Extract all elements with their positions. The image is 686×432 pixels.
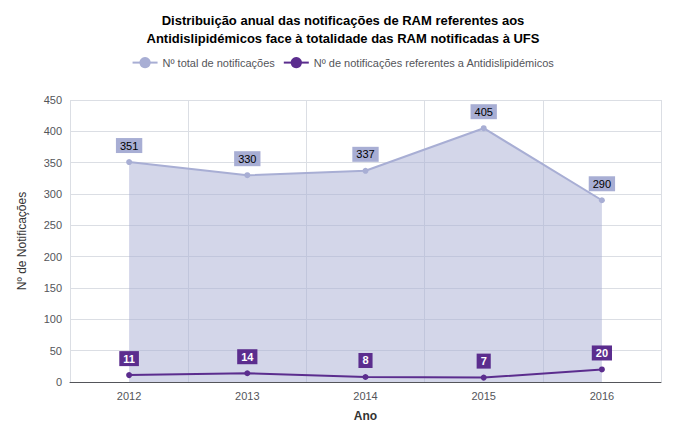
svg-text:100: 100 (44, 313, 62, 325)
svg-text:14: 14 (241, 351, 254, 363)
svg-text:20: 20 (596, 347, 608, 359)
svg-text:200: 200 (44, 251, 62, 263)
svg-text:150: 150 (44, 282, 62, 294)
svg-text:337: 337 (356, 148, 374, 160)
svg-text:300: 300 (44, 188, 62, 200)
svg-text:Nº de Notificações: Nº de Notificações (15, 192, 29, 290)
svg-text:Nº total de notificações: Nº total de notificações (163, 57, 276, 69)
svg-text:250: 250 (44, 219, 62, 231)
svg-text:2015: 2015 (471, 390, 495, 402)
svg-text:290: 290 (593, 178, 611, 190)
svg-text:Nº de notificações referentes: Nº de notificações referentes a Antidisl… (314, 57, 555, 69)
svg-text:2016: 2016 (590, 390, 614, 402)
svg-text:2012: 2012 (117, 390, 141, 402)
svg-text:2013: 2013 (235, 390, 259, 402)
svg-text:Ano: Ano (354, 409, 377, 423)
svg-text:Antidislipidémicos face à tota: Antidislipidémicos face à totalidade das… (147, 31, 540, 46)
svg-text:405: 405 (475, 106, 493, 118)
svg-text:7: 7 (481, 355, 487, 367)
svg-text:11: 11 (123, 353, 135, 365)
svg-text:50: 50 (50, 345, 62, 357)
svg-text:0: 0 (56, 376, 62, 388)
svg-text:350: 350 (44, 157, 62, 169)
svg-text:2014: 2014 (353, 390, 377, 402)
svg-text:Distribuição anual das notific: Distribuição anual das notificações de R… (162, 13, 525, 28)
svg-text:330: 330 (238, 153, 256, 165)
svg-text:400: 400 (44, 125, 62, 137)
svg-text:8: 8 (362, 354, 368, 366)
svg-text:450: 450 (44, 94, 62, 106)
svg-text:351: 351 (120, 140, 138, 152)
